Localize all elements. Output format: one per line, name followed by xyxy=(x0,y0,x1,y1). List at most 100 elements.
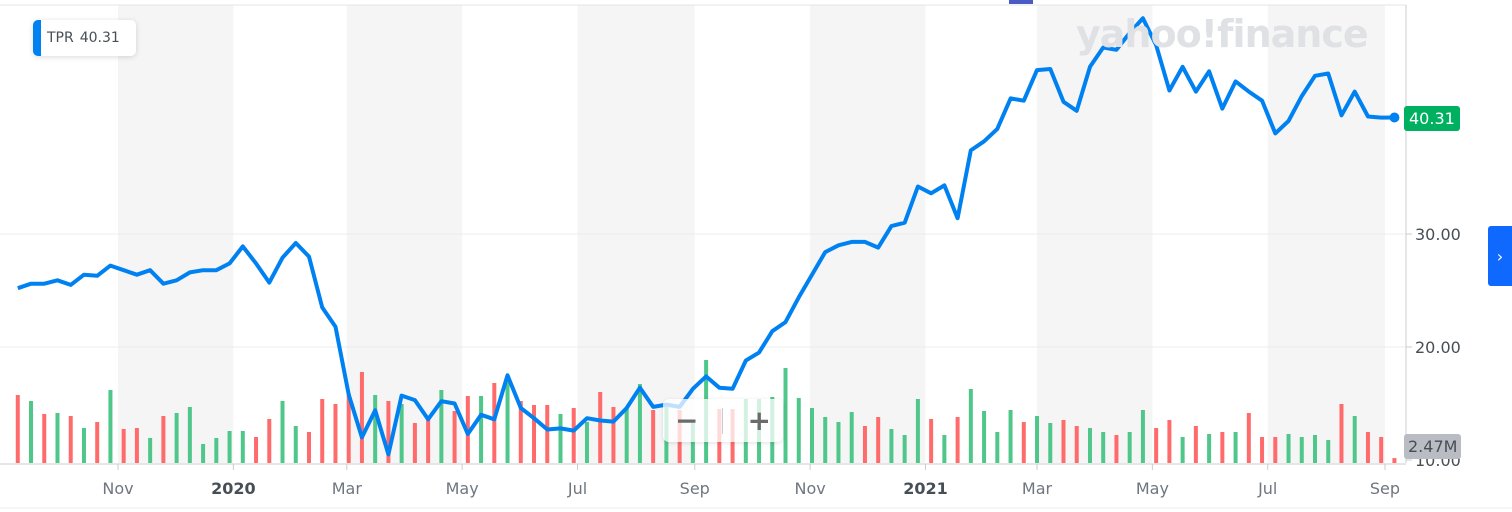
volume-bar xyxy=(95,422,100,463)
volume-bar xyxy=(412,423,417,463)
series-color-swatch xyxy=(33,20,41,56)
volume-bar xyxy=(584,422,589,463)
volume-bar xyxy=(15,395,20,463)
volume-bar xyxy=(267,419,272,463)
volume-bar xyxy=(386,401,391,463)
volume-bar xyxy=(161,416,166,463)
volume-bar xyxy=(1114,435,1119,463)
volume-bar xyxy=(1207,434,1212,463)
legend-value: 40.31 xyxy=(79,30,120,46)
volume-bar xyxy=(1392,458,1397,463)
volume-bar xyxy=(306,432,311,463)
volume-bar xyxy=(915,399,920,463)
volume-bar xyxy=(134,428,139,463)
volume-bar xyxy=(598,392,603,463)
x-tick-label: Nov xyxy=(102,479,133,498)
volume-bar xyxy=(690,423,695,463)
volume-bar xyxy=(796,398,801,463)
chevron-right-icon: › xyxy=(1496,246,1504,266)
x-tick-label: Jul xyxy=(567,479,587,498)
volume-bar xyxy=(1339,404,1344,463)
volume-bar xyxy=(1180,437,1185,463)
volume-bar xyxy=(545,405,550,463)
volume-bar xyxy=(518,401,523,463)
volume-bar xyxy=(1008,410,1013,463)
volume-bar xyxy=(1035,416,1040,463)
volume-bar xyxy=(505,380,510,463)
volume-bar xyxy=(1352,416,1357,463)
volume-bar xyxy=(942,435,947,463)
volume-bar xyxy=(254,437,259,463)
zoom-out-button[interactable]: − xyxy=(675,404,699,437)
legend-symbol: TPR xyxy=(47,30,74,46)
volume-bar xyxy=(148,438,153,463)
volume-bar xyxy=(1365,432,1370,463)
volume-bar xyxy=(1233,432,1238,463)
volume-bar xyxy=(1313,435,1318,463)
volume-bar xyxy=(439,390,444,463)
volume-bar xyxy=(955,417,960,463)
volume-bar xyxy=(624,408,629,463)
volume-bar xyxy=(42,414,47,463)
zoom-in-button[interactable]: + xyxy=(747,404,771,437)
volume-bar xyxy=(492,383,497,463)
volume-bar xyxy=(201,444,206,463)
volume-bar xyxy=(1101,432,1106,463)
volume-bar xyxy=(333,404,338,463)
volume-bar xyxy=(783,368,788,463)
x-tick-label: May xyxy=(1136,479,1169,498)
volume-bar xyxy=(876,417,881,463)
volume-bar xyxy=(1273,437,1278,463)
volume-bar xyxy=(1087,428,1092,463)
volume-bar xyxy=(1061,420,1066,463)
x-tick-label: Nov xyxy=(794,479,825,498)
x-tick-label: 2021 xyxy=(903,479,948,498)
grid-lines xyxy=(0,233,1406,348)
volume-bar xyxy=(836,422,841,463)
volume-bar xyxy=(214,438,219,463)
volume-bar xyxy=(862,426,867,463)
volume-bar xyxy=(1193,426,1198,463)
volume-bar xyxy=(823,417,828,463)
volume-bar xyxy=(1326,440,1331,463)
zoom-controls: − + xyxy=(663,399,783,442)
volume-bar xyxy=(929,419,934,463)
x-tick-label: 2020 xyxy=(211,479,256,498)
volume-bar xyxy=(1286,434,1291,463)
volume-bar xyxy=(968,389,973,463)
y-tick-label: 20.00 xyxy=(1415,338,1461,357)
x-tick-label: May xyxy=(446,479,479,498)
volume-bar xyxy=(1220,432,1225,463)
volume-bar xyxy=(227,431,232,463)
y-tick-label: 30.00 xyxy=(1415,225,1461,244)
volume-bar xyxy=(240,431,245,463)
volume-bar xyxy=(399,404,404,463)
volume-bar xyxy=(108,390,113,463)
volume-bar xyxy=(280,401,285,463)
x-tick-label: Sep xyxy=(1370,479,1400,498)
series-legend[interactable]: TPR 40.31 xyxy=(33,20,136,56)
volume-bar xyxy=(68,416,73,463)
volume-bar xyxy=(1074,426,1079,463)
volume-bar xyxy=(1299,437,1304,463)
volume-bar xyxy=(571,408,576,463)
volume-bar xyxy=(1140,410,1145,463)
volume-bar xyxy=(29,401,34,463)
price-line xyxy=(17,16,1395,457)
last-price-label: 40.31 xyxy=(1404,106,1460,131)
volume-bar xyxy=(1260,437,1265,463)
volume-bar xyxy=(532,405,537,463)
volume-bar xyxy=(637,384,642,463)
volume-bar xyxy=(1048,423,1053,463)
expand-panel-button[interactable]: › xyxy=(1488,226,1512,286)
x-axis-ticks: Nov 2020 Mar May Jul Sep Nov 2021 Mar May Jul Sep xyxy=(102,464,1400,498)
volume-bar xyxy=(426,417,431,463)
volume-bar xyxy=(187,407,192,463)
last-price-dot xyxy=(1389,112,1400,123)
volume-bar xyxy=(320,399,325,463)
volume-bar xyxy=(346,393,351,463)
volume-bar xyxy=(55,413,60,463)
volume-bar xyxy=(1154,428,1159,463)
